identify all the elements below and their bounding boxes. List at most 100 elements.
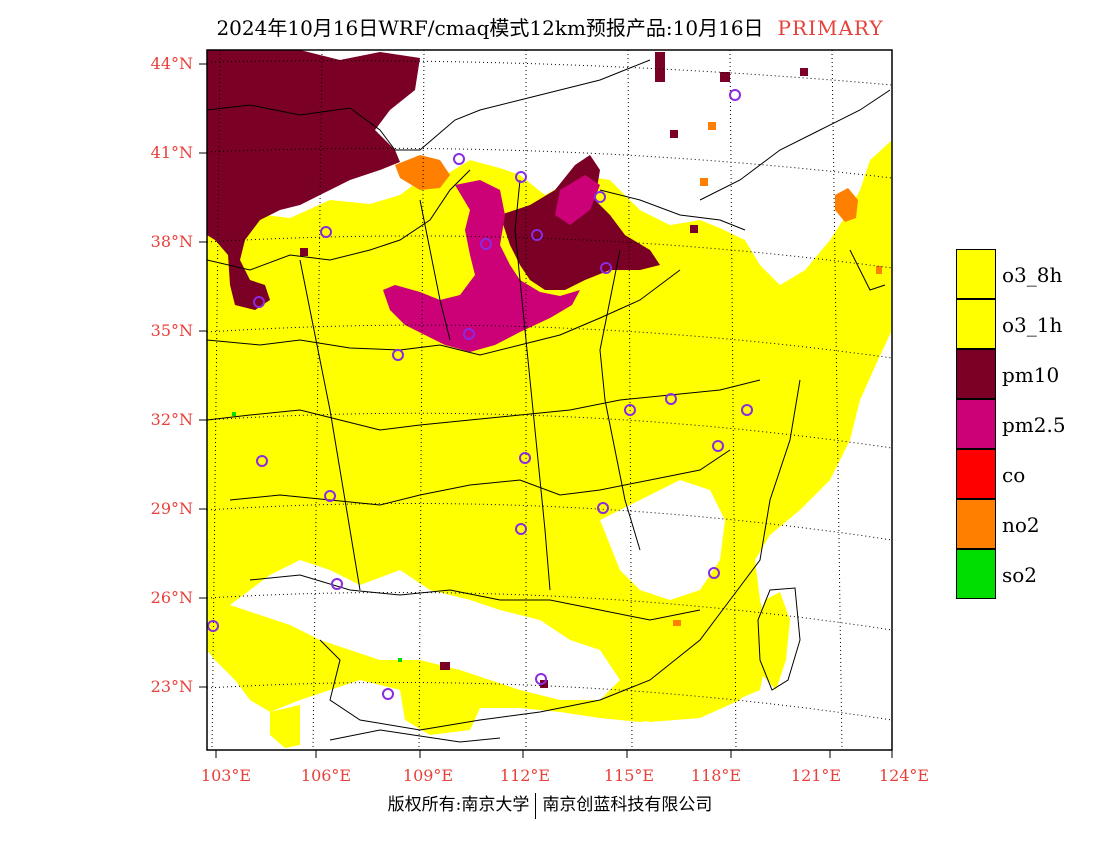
station-marker (515, 171, 527, 183)
legend-swatch (956, 349, 996, 399)
admin-boundaries (207, 59, 891, 743)
legend-item-pm25: pm2.5 (956, 399, 1086, 449)
map-frame (206, 49, 893, 751)
graticule (207, 50, 892, 750)
no2-region-east (835, 188, 858, 222)
station-marker (331, 578, 343, 590)
pm25-region-north-china (383, 180, 580, 352)
copyright-right: 南京创蓝科技有限公司 (542, 795, 713, 815)
title-tag: PRIMARY (777, 16, 884, 40)
legend-label: no2 (1002, 513, 1040, 537)
legend-item-no2: no2 (956, 499, 1086, 549)
legend-swatch (956, 449, 996, 499)
lat-label: 35°N (150, 321, 193, 340)
lon-label: 109°E (402, 766, 454, 785)
legend-item-o3-1h: o3_1h (956, 299, 1086, 349)
no2-patch (700, 178, 708, 186)
lat-label: 23°N (150, 677, 193, 696)
station-marker (597, 502, 609, 514)
o3-region-main (207, 140, 892, 722)
legend-label: pm10 (1002, 363, 1060, 387)
o3-region-south (620, 600, 760, 722)
station-marker (392, 349, 404, 361)
legend-label: o3_8h (1002, 263, 1063, 287)
station-marker (600, 262, 612, 274)
lon-label: 124°E (878, 766, 930, 785)
station-marker (453, 153, 465, 165)
footer-separator (535, 792, 537, 819)
station-marker (519, 452, 531, 464)
legend: o3_8h o3_1h pm10 pm2.5 co no2 so2 (956, 249, 1086, 599)
legend-swatch (956, 299, 996, 349)
station-marker (708, 567, 720, 579)
station-marker (324, 490, 336, 502)
lat-label: 41°N (150, 143, 193, 162)
pm10-patch (670, 130, 678, 138)
station-marker (531, 229, 543, 241)
station-marker (480, 238, 492, 250)
lon-label: 121°E (790, 766, 842, 785)
pm25-region-inner (555, 175, 600, 225)
pm10-patch (300, 248, 308, 256)
station-marker (741, 404, 753, 416)
pm10-patch (800, 68, 808, 76)
map-title: 2024年10月16日WRF/cmaq模式12km预报产品:10月16日 PRIM… (0, 12, 1100, 41)
legend-label: co (1002, 463, 1026, 487)
pm10-patch (440, 662, 450, 670)
station-marker (535, 673, 547, 685)
axis-ticks (199, 63, 893, 758)
lat-label: 26°N (150, 588, 193, 607)
pm10-patch (720, 72, 730, 82)
so2-patch (232, 412, 236, 416)
clean-area-north (400, 50, 892, 195)
lon-label: 115°E (603, 766, 655, 785)
legend-swatch (956, 499, 996, 549)
copyright-footer: 版权所有:南京大学 南京创蓝科技有限公司 (0, 790, 1100, 819)
lon-label: 106°E (300, 766, 352, 785)
lat-label: 32°N (150, 410, 193, 429)
no2-patch (708, 122, 716, 130)
legend-item-o3-8h: o3_8h (956, 249, 1086, 299)
legend-swatch (956, 249, 996, 299)
station-markers (207, 89, 753, 700)
legend-item-so2: so2 (956, 549, 1086, 599)
lon-label: 112°E (499, 766, 551, 785)
legend-swatch (956, 399, 996, 449)
no2-patch (673, 620, 681, 626)
station-marker (256, 455, 268, 467)
pm10-region-beijing (500, 155, 660, 290)
station-marker (712, 440, 724, 452)
clean-area-northeast (610, 60, 892, 285)
station-marker (253, 296, 265, 308)
station-marker (515, 523, 527, 535)
legend-swatch (956, 549, 996, 599)
lat-label: 38°N (150, 232, 193, 251)
station-marker (463, 328, 475, 340)
pm10-patch (655, 52, 665, 82)
station-marker (624, 404, 636, 416)
o3-region-southwest (270, 705, 300, 748)
lat-label: 44°N (150, 54, 193, 73)
copyright-left: 版权所有:南京大学 (387, 795, 530, 815)
legend-label: o3_1h (1002, 313, 1063, 337)
lon-label: 103°E (200, 766, 252, 785)
pm10-patch (690, 225, 698, 233)
legend-item-pm10: pm10 (956, 349, 1086, 399)
lon-label: 118°E (690, 766, 742, 785)
legend-item-co: co (956, 449, 1086, 499)
lat-label: 29°N (150, 499, 193, 518)
station-marker (729, 89, 741, 101)
pm10-region-northwest (207, 50, 420, 310)
title-text: 2024年10月16日WRF/cmaq模式12km预报产品:10月16日 (216, 16, 764, 40)
no2-patch (876, 266, 882, 274)
station-marker (665, 393, 677, 405)
o3-region-taiwan (756, 592, 790, 690)
station-marker (594, 191, 606, 203)
legend-label: pm2.5 (1002, 413, 1066, 437)
so2-patch (398, 658, 402, 662)
no2-region-inner-mongolia (395, 155, 450, 190)
legend-label: so2 (1002, 563, 1038, 587)
station-marker (320, 226, 332, 238)
clean-area-south (230, 560, 620, 700)
